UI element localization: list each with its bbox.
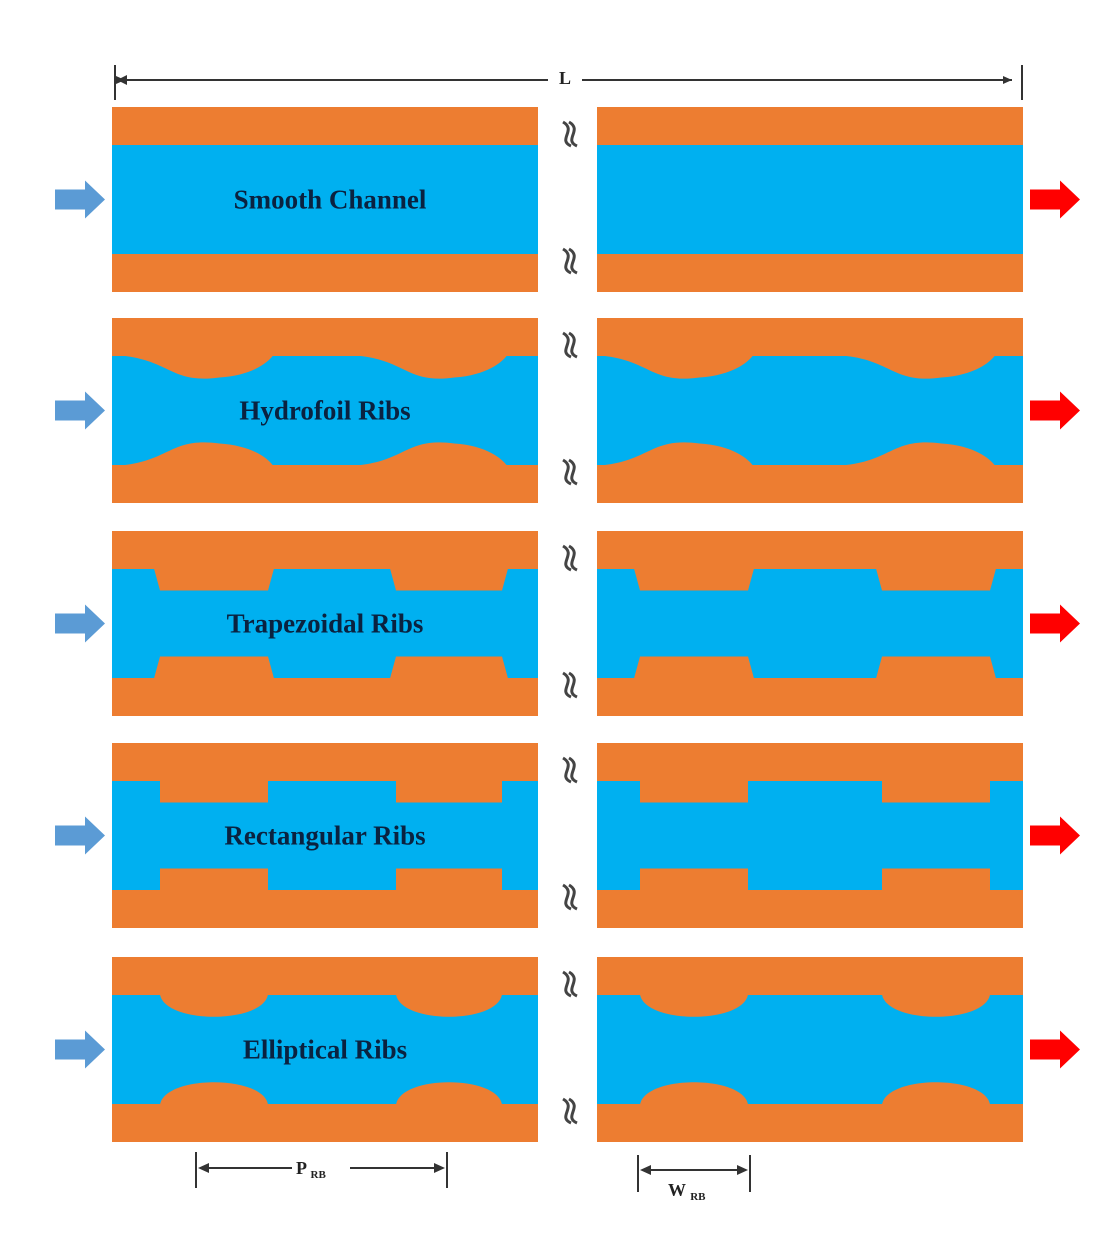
panel-label: Elliptical Ribs — [243, 1035, 407, 1065]
channel-panel: Trapezoidal Ribs — [55, 531, 1080, 716]
rib-bottom — [640, 868, 748, 891]
wavy-break-icon — [562, 247, 578, 275]
rib-top — [842, 355, 995, 379]
rib-bottom — [396, 1082, 502, 1105]
channel-panel: Elliptical Ribs — [55, 957, 1080, 1142]
rib-bottom — [882, 1082, 990, 1105]
rib-top — [876, 568, 996, 591]
channel-outlet-section — [597, 743, 1023, 928]
width-dimension: W RB — [637, 1155, 751, 1203]
rib-top — [356, 355, 507, 379]
rib-top — [396, 994, 502, 1017]
channel-outlet-section — [597, 957, 1023, 1142]
inlet-arrow-icon — [55, 391, 105, 430]
channel-panel: Rectangular Ribs — [55, 743, 1080, 928]
rib-bottom — [390, 656, 508, 679]
rib-top — [160, 994, 268, 1017]
rib-bottom — [160, 1082, 268, 1105]
wavy-break-icon — [562, 970, 578, 998]
channel-outlet-section — [597, 107, 1023, 292]
rib-bottom — [356, 442, 507, 466]
rib-top — [160, 780, 268, 803]
rib-top — [882, 994, 990, 1017]
wavy-break-icon — [562, 1097, 578, 1125]
channel-inlet-section — [112, 318, 538, 503]
channel-outlet-section — [597, 531, 1023, 716]
channel-panels: Smooth Channel Hydrofoil Ribs Trapezoidal … — [55, 107, 1080, 1142]
panel-label: Hydrofoil Ribs — [239, 396, 410, 426]
rib-top — [154, 568, 274, 591]
rib-bottom — [882, 868, 990, 891]
outlet-arrow-icon — [1030, 1030, 1080, 1069]
rib-bottom — [842, 442, 995, 466]
channel-inlet-section — [112, 107, 538, 292]
rib-top — [640, 994, 748, 1017]
outlet-arrow-icon — [1030, 391, 1080, 430]
panel-label: Smooth Channel — [234, 185, 427, 215]
length-label: L — [559, 68, 571, 88]
channel-panel: Hydrofoil Ribs — [55, 318, 1080, 503]
rib-bottom — [600, 442, 753, 466]
pitch-dimension: P RB — [195, 1152, 448, 1188]
inlet-arrow-icon — [55, 604, 105, 643]
rib-top — [120, 355, 273, 379]
channel-inlet-section — [112, 743, 538, 928]
channel-inlet-section — [112, 531, 538, 716]
panel-label: Rectangular Ribs — [224, 821, 425, 851]
rib-top — [600, 355, 753, 379]
width-label: W RB — [668, 1180, 706, 1203]
rib-bottom — [160, 868, 268, 891]
rib-bottom — [120, 442, 273, 466]
rib-bottom — [634, 656, 754, 679]
wavy-break-icon — [562, 671, 578, 699]
wavy-break-icon — [562, 458, 578, 486]
rib-top — [390, 568, 508, 591]
wavy-break-icon — [562, 883, 578, 911]
wavy-break-icon — [562, 544, 578, 572]
rib-top — [634, 568, 754, 591]
wavy-break-icon — [562, 120, 578, 148]
channel-outlet-section — [597, 318, 1023, 503]
fluid-domain — [112, 145, 538, 254]
rib-bottom — [396, 868, 502, 891]
fluid-domain — [597, 145, 1023, 254]
wavy-break-icon — [562, 756, 578, 784]
channel-panel: Smooth Channel — [55, 107, 1080, 292]
rib-top — [396, 780, 502, 803]
rib-top — [882, 780, 990, 803]
rib-bottom — [876, 656, 996, 679]
inlet-arrow-icon — [55, 1030, 105, 1069]
channel-inlet-section — [112, 957, 538, 1142]
rib-bottom — [640, 1082, 748, 1105]
outlet-arrow-icon — [1030, 180, 1080, 219]
length-dimension: L — [114, 65, 1023, 100]
pitch-label: P RB — [296, 1158, 326, 1181]
wavy-break-icon — [562, 331, 578, 359]
panel-label: Trapezoidal Ribs — [227, 609, 424, 639]
inlet-arrow-icon — [55, 816, 105, 855]
rib-bottom — [154, 656, 274, 679]
inlet-arrow-icon — [55, 180, 105, 219]
outlet-arrow-icon — [1030, 816, 1080, 855]
rib-top — [640, 780, 748, 803]
outlet-arrow-icon — [1030, 604, 1080, 643]
